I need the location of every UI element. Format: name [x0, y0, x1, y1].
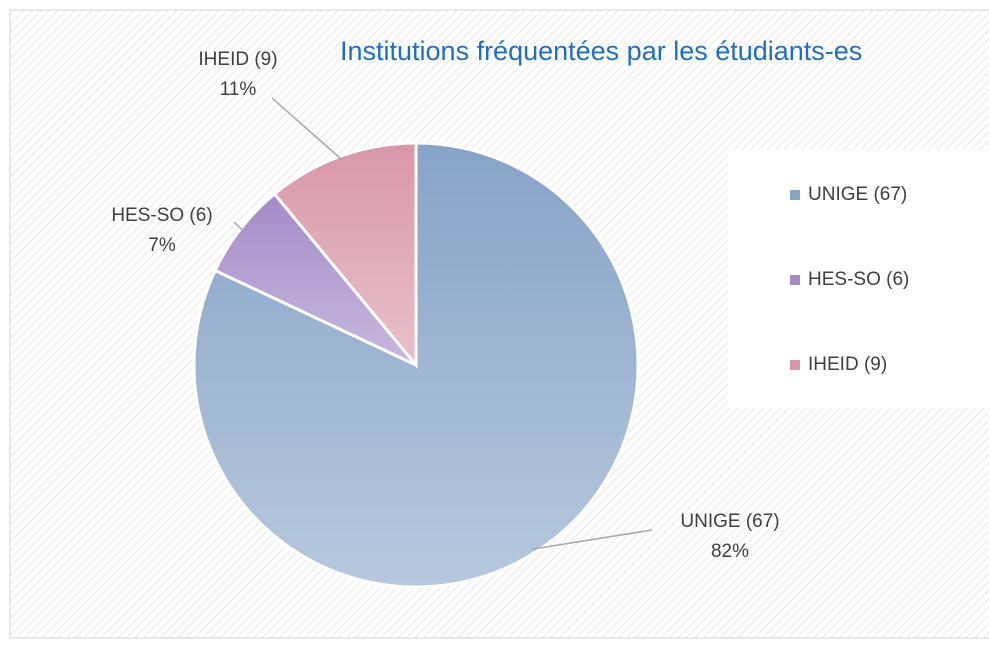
chart-title: Institutions fréquentées par les étudian… — [340, 36, 862, 66]
data-label-category: UNIGE (67) — [680, 511, 779, 532]
legend-label: IHEID (9) — [808, 354, 887, 375]
pie-slice — [192, 141, 640, 589]
legend-label: UNIGE (67) — [808, 184, 907, 205]
data-label-value: 11% — [220, 79, 257, 100]
legend-box — [728, 150, 989, 408]
leader-line — [233, 221, 245, 232]
data-label-category: IHEID (9) — [198, 49, 277, 70]
leader-line — [271, 97, 343, 161]
legend-swatch — [790, 190, 800, 200]
legend-swatch — [790, 360, 800, 370]
legend-label: HES-SO (6) — [808, 269, 909, 290]
legend-swatch — [790, 275, 800, 285]
data-label-value: 82% — [711, 541, 749, 562]
data-label-value: 7% — [148, 235, 176, 256]
leader-line — [532, 529, 653, 550]
data-label-category: HES-SO (6) — [111, 205, 212, 226]
pie-slice — [272, 141, 418, 370]
